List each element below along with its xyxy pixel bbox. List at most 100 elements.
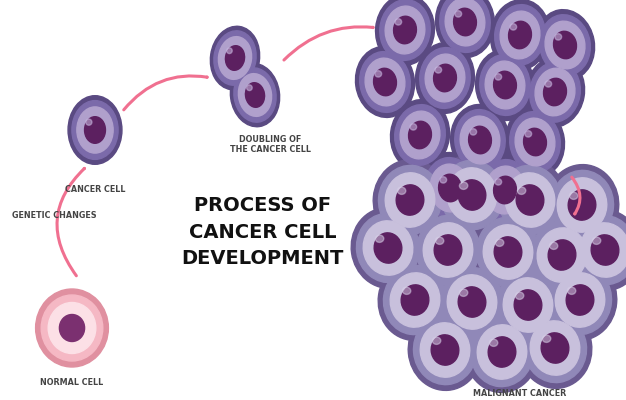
Ellipse shape <box>580 223 626 277</box>
Ellipse shape <box>48 302 96 354</box>
Ellipse shape <box>454 8 476 36</box>
Ellipse shape <box>414 315 476 385</box>
Ellipse shape <box>591 235 619 265</box>
Ellipse shape <box>491 265 565 345</box>
Ellipse shape <box>225 46 245 70</box>
Ellipse shape <box>376 235 384 242</box>
Ellipse shape <box>568 210 626 290</box>
Ellipse shape <box>436 237 444 244</box>
Ellipse shape <box>395 19 402 25</box>
Ellipse shape <box>210 26 260 90</box>
Ellipse shape <box>485 61 525 109</box>
Ellipse shape <box>515 118 555 166</box>
Ellipse shape <box>465 312 539 392</box>
Ellipse shape <box>476 50 535 120</box>
Ellipse shape <box>385 173 435 227</box>
Ellipse shape <box>525 215 599 295</box>
Ellipse shape <box>72 101 118 159</box>
Ellipse shape <box>550 170 613 240</box>
Ellipse shape <box>480 54 530 116</box>
Ellipse shape <box>537 228 587 282</box>
Ellipse shape <box>525 57 585 127</box>
Ellipse shape <box>391 100 449 170</box>
Ellipse shape <box>548 240 576 270</box>
Ellipse shape <box>477 325 526 379</box>
Ellipse shape <box>218 37 252 79</box>
Ellipse shape <box>396 185 424 215</box>
Ellipse shape <box>543 260 617 340</box>
Ellipse shape <box>455 11 461 17</box>
Ellipse shape <box>373 160 447 240</box>
Ellipse shape <box>516 185 544 215</box>
Ellipse shape <box>410 124 417 130</box>
Ellipse shape <box>447 168 497 222</box>
Ellipse shape <box>505 173 555 227</box>
Ellipse shape <box>441 160 503 230</box>
Ellipse shape <box>530 220 593 290</box>
Ellipse shape <box>363 221 413 275</box>
Ellipse shape <box>573 216 626 284</box>
Ellipse shape <box>500 11 540 59</box>
Ellipse shape <box>36 289 108 367</box>
Ellipse shape <box>490 0 550 70</box>
Ellipse shape <box>411 210 485 290</box>
Ellipse shape <box>469 126 491 154</box>
Ellipse shape <box>416 215 480 285</box>
Ellipse shape <box>550 242 558 250</box>
Ellipse shape <box>548 265 612 335</box>
FancyArrowPatch shape <box>284 27 373 60</box>
Ellipse shape <box>505 106 565 178</box>
Ellipse shape <box>540 15 590 75</box>
Ellipse shape <box>374 68 396 96</box>
Ellipse shape <box>351 208 425 288</box>
Ellipse shape <box>86 119 92 125</box>
Ellipse shape <box>490 339 498 346</box>
Ellipse shape <box>435 262 509 342</box>
Ellipse shape <box>458 287 486 317</box>
Ellipse shape <box>545 81 552 87</box>
Ellipse shape <box>459 289 468 296</box>
Ellipse shape <box>376 0 434 66</box>
Ellipse shape <box>431 335 459 365</box>
Ellipse shape <box>493 71 516 99</box>
Ellipse shape <box>41 295 103 361</box>
Ellipse shape <box>378 260 452 340</box>
Ellipse shape <box>557 178 607 232</box>
Ellipse shape <box>434 235 462 265</box>
Ellipse shape <box>421 152 480 224</box>
Ellipse shape <box>245 83 265 107</box>
Ellipse shape <box>541 333 569 363</box>
FancyArrowPatch shape <box>124 76 207 110</box>
Ellipse shape <box>420 48 470 108</box>
Ellipse shape <box>441 267 503 337</box>
Ellipse shape <box>445 0 485 46</box>
Ellipse shape <box>495 74 501 80</box>
Ellipse shape <box>385 6 425 54</box>
Ellipse shape <box>390 273 440 327</box>
Ellipse shape <box>496 270 560 340</box>
Ellipse shape <box>59 314 85 342</box>
Ellipse shape <box>535 68 575 116</box>
Ellipse shape <box>425 158 475 218</box>
Ellipse shape <box>495 239 504 246</box>
Ellipse shape <box>435 67 441 73</box>
Ellipse shape <box>227 48 232 54</box>
Ellipse shape <box>518 187 526 194</box>
Ellipse shape <box>553 31 577 59</box>
Ellipse shape <box>567 287 576 294</box>
Ellipse shape <box>77 107 113 153</box>
Ellipse shape <box>451 104 510 176</box>
Ellipse shape <box>234 68 276 122</box>
Ellipse shape <box>493 176 516 204</box>
Ellipse shape <box>476 217 540 287</box>
Ellipse shape <box>545 21 585 69</box>
Ellipse shape <box>68 96 122 164</box>
Ellipse shape <box>525 131 531 137</box>
Ellipse shape <box>440 177 446 183</box>
Ellipse shape <box>592 237 601 244</box>
Ellipse shape <box>458 180 486 210</box>
Ellipse shape <box>488 337 516 367</box>
Ellipse shape <box>495 179 501 185</box>
Ellipse shape <box>459 182 468 189</box>
Ellipse shape <box>435 155 509 235</box>
